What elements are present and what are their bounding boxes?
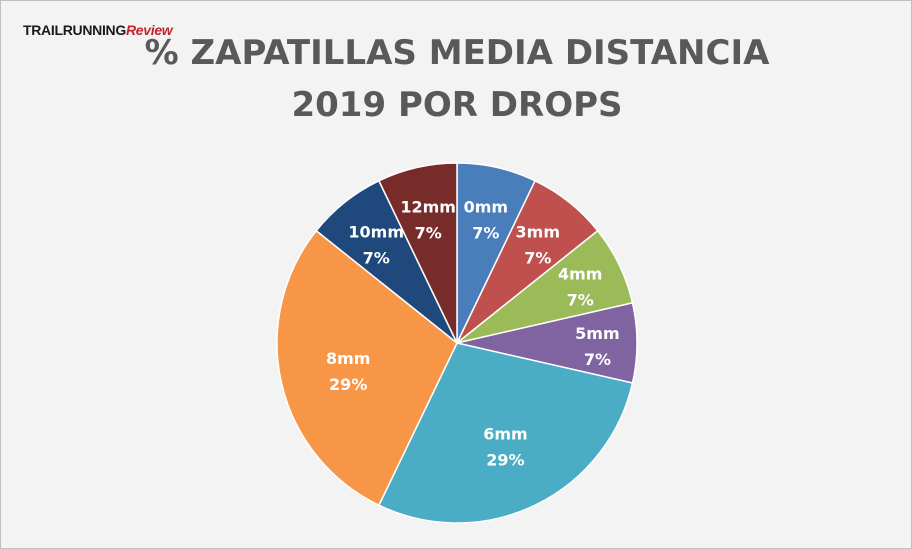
slice-percent-4mm: 7% xyxy=(567,291,594,310)
slice-percent-10mm: 7% xyxy=(363,249,390,268)
slice-label-8mm: 8mm xyxy=(326,349,370,368)
slice-percent-8mm: 29% xyxy=(329,375,367,394)
slice-label-12mm: 12mm xyxy=(400,198,456,217)
slice-percent-12mm: 7% xyxy=(415,224,442,243)
chart-title-line-2: 2019 POR DROPS xyxy=(291,85,623,125)
logo: TRAILRUNNINGReview xyxy=(23,22,173,38)
logo-trailrunning: TRAILRUNNING xyxy=(23,22,126,38)
logo-review: Review xyxy=(125,22,173,38)
chart-title-line-1: % ZAPATILLAS MEDIA DISTANCIA xyxy=(144,33,770,73)
chart-title: % ZAPATILLAS MEDIA DISTANCIA 2019 POR DR… xyxy=(1,27,911,131)
slice-label-4mm: 4mm xyxy=(558,265,602,284)
slice-label-5mm: 5mm xyxy=(575,324,619,343)
slice-percent-0mm: 7% xyxy=(472,224,499,243)
pie-slice-8mm xyxy=(276,229,458,507)
slice-percent-5mm: 7% xyxy=(584,350,611,369)
pie-labels: 0mm 7% 3mm 7% 4mm 7% 5mm 7% 6mm 29% 8mm 29% 10mm 7% 12… xyxy=(326,198,620,470)
slice-label-10mm: 10mm xyxy=(348,223,404,242)
slice-label-0mm: 0mm xyxy=(464,198,508,217)
slice-percent-6mm: 29% xyxy=(486,451,524,470)
pie-slice-6mm xyxy=(377,342,634,524)
slice-percent-3mm: 7% xyxy=(524,249,551,268)
slice-label-6mm: 6mm xyxy=(483,425,527,444)
pie-slice-12mm xyxy=(377,162,458,344)
slice-label-3mm: 3mm xyxy=(516,223,560,242)
pie-slices xyxy=(276,162,638,524)
